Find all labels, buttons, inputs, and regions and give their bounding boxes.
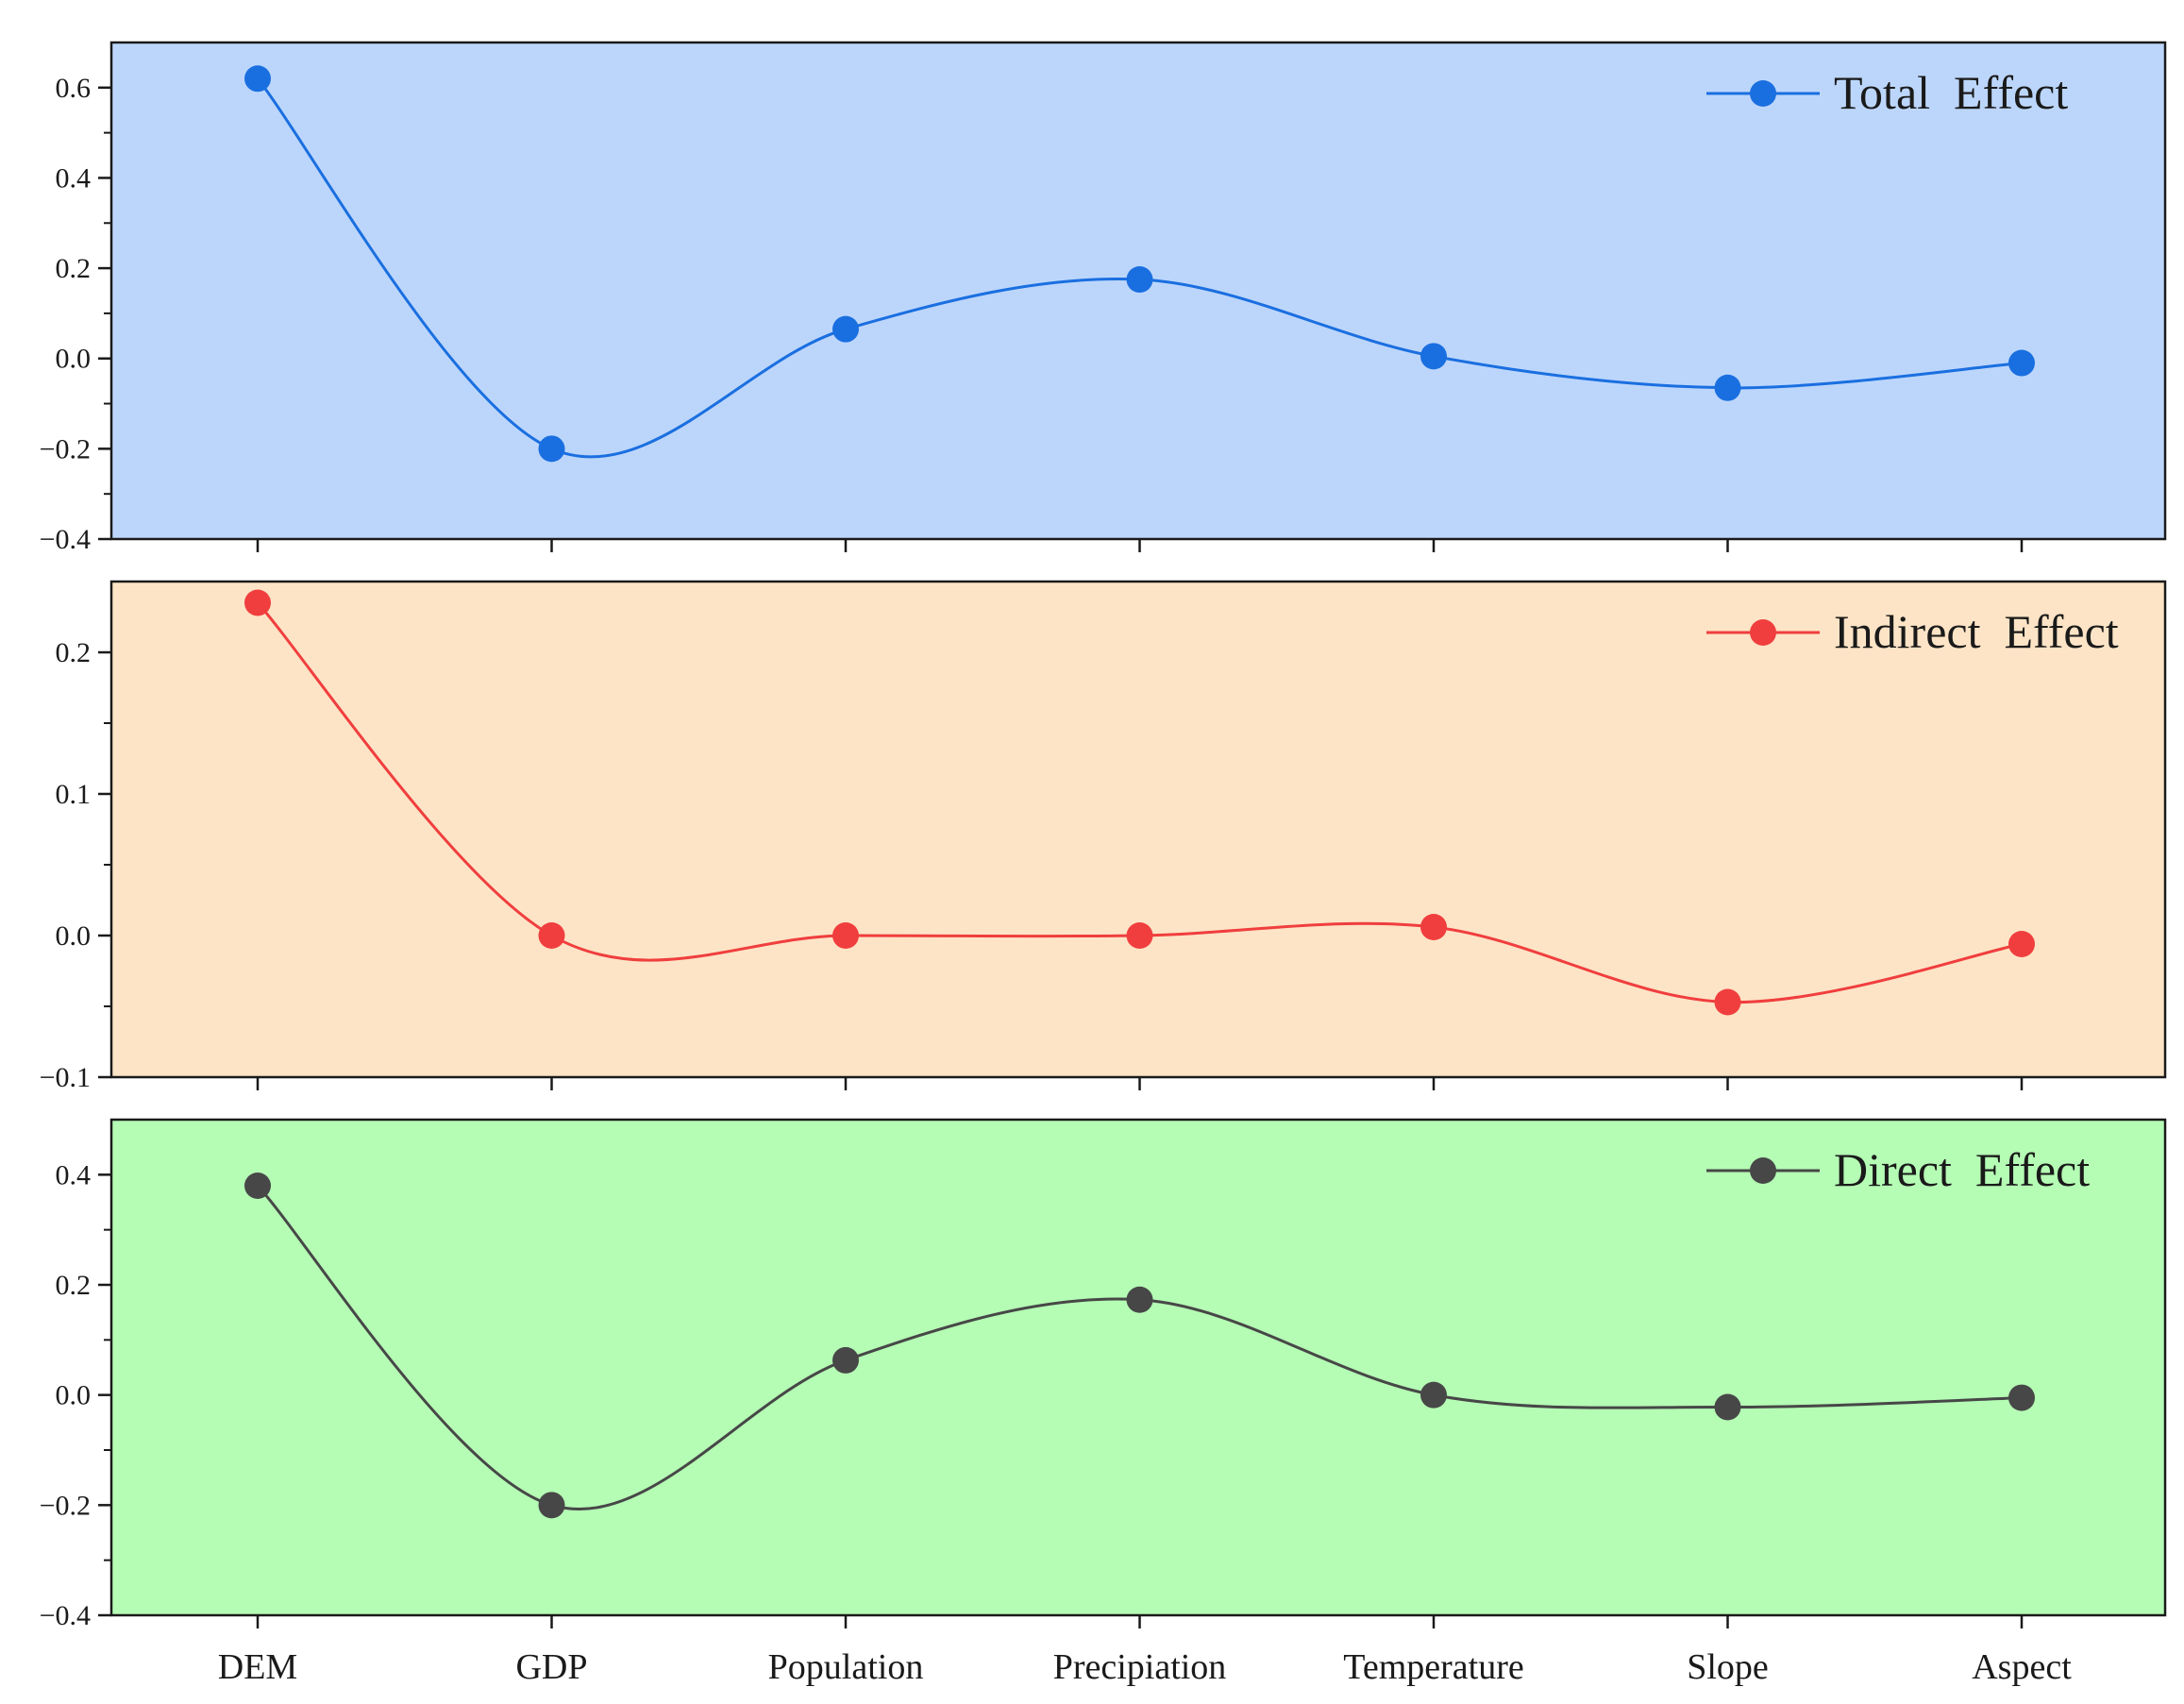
data-point-aspect (2008, 1384, 2035, 1411)
data-point-precipiation (1126, 266, 1153, 294)
y-tick-label: 0.0 (56, 1380, 92, 1411)
data-point-precipiation (1126, 1286, 1153, 1313)
y-tick-label: 0.2 (56, 637, 92, 668)
plot-frame (109, 1118, 2167, 1617)
x-tick-label: Aspect (1972, 1647, 2072, 1687)
legend-marker (1750, 80, 1776, 107)
y-tick-label: 0.2 (56, 253, 92, 284)
x-tick-label: Slope (1687, 1647, 1769, 1687)
data-point-slope (1714, 1393, 1741, 1421)
legend-label: Indirect Effect (1834, 605, 2119, 658)
data-point-population (832, 922, 859, 949)
panel-3: −0.4 −0.2 0.0 0.2 0.4 Direct Effect DEM GDP Popu… (40, 1118, 2167, 1687)
data-point-gdp (538, 435, 565, 463)
data-point-population (832, 1346, 859, 1374)
data-point-temperature (1420, 914, 1447, 940)
x-tick-label: Temperature (1343, 1647, 1523, 1687)
data-point-gdp (538, 1492, 565, 1519)
y-tick-label: −0.1 (40, 1062, 91, 1093)
data-point-dem (244, 589, 271, 616)
y-tick-label: 0.4 (56, 1159, 92, 1190)
legend-label: Direct Effect (1834, 1143, 2090, 1196)
y-tick-label: 0.2 (56, 1270, 92, 1301)
y-tick-label: −0.2 (40, 433, 91, 464)
y-tick-label: −0.4 (40, 524, 91, 555)
plot-background (111, 1120, 2165, 1615)
data-point-slope (1714, 988, 1741, 1016)
x-tick-label: DEM (218, 1647, 297, 1687)
data-point-temperature (1420, 343, 1447, 370)
y-tick-label: −0.4 (40, 1600, 91, 1631)
data-point-precipiation (1126, 922, 1153, 949)
x-tick-label: Population (768, 1647, 924, 1687)
plot-background (111, 582, 2165, 1077)
legend-marker (1750, 619, 1776, 646)
plot-frame (109, 41, 2167, 541)
y-tick-label: 0.0 (56, 344, 92, 375)
legend-label: Total Effect (1834, 66, 2068, 119)
y-tick-label: 0.6 (56, 73, 92, 104)
data-point-aspect (2008, 349, 2035, 377)
legend-marker (1750, 1157, 1776, 1184)
data-point-dem (244, 1173, 271, 1199)
x-tick-label: GDP (515, 1647, 587, 1687)
y-tick-label: 0.0 (56, 920, 92, 952)
panel-1: −0.4 −0.2 0.0 0.2 0.4 0.6 Total Effect (40, 41, 2167, 555)
data-point-dem (244, 65, 271, 93)
x-tick-label: Precipiation (1053, 1647, 1227, 1687)
y-tick-label: 0.1 (56, 779, 92, 810)
y-tick-label: 0.4 (56, 162, 92, 194)
data-point-temperature (1420, 1381, 1447, 1409)
data-point-aspect (2008, 931, 2035, 957)
panel-2: −0.1 0.0 0.1 0.2 Indirect Effect (40, 580, 2167, 1093)
data-point-slope (1714, 374, 1741, 401)
data-point-population (832, 315, 859, 343)
data-point-gdp (538, 922, 565, 949)
y-tick-label: −0.2 (40, 1490, 91, 1521)
plot-frame (109, 580, 2167, 1079)
